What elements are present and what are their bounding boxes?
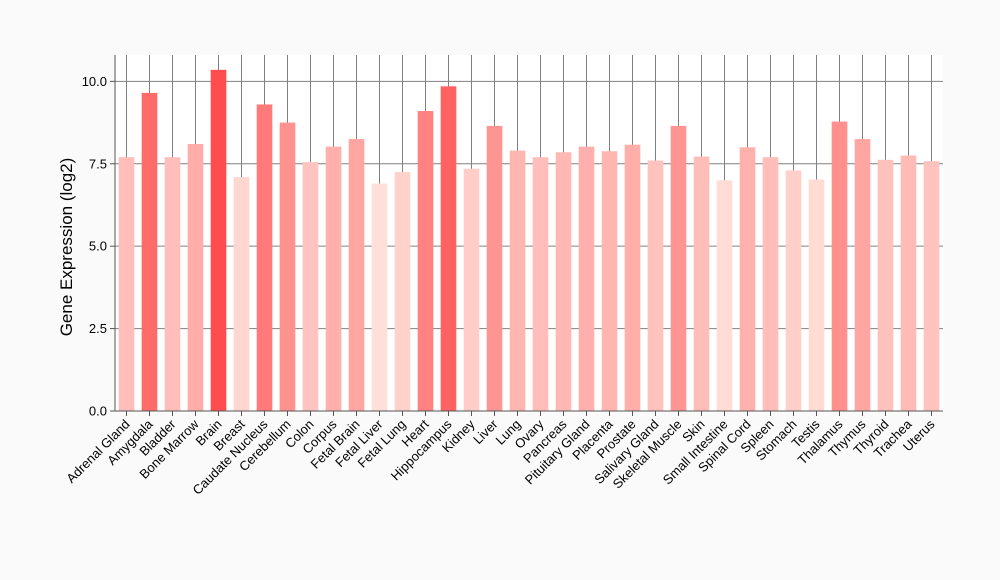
plot-background	[115, 55, 943, 411]
bar-adrenal-gland	[118, 157, 135, 411]
bar-caudate-nucleus	[256, 104, 273, 411]
bar-fetal-liver	[371, 183, 388, 411]
y-tick-label: 5.0	[89, 239, 107, 254]
bar-thyroid	[877, 159, 894, 411]
bar-bladder	[164, 157, 181, 411]
bar-uterus	[923, 161, 940, 411]
bar-fetal-brain	[348, 139, 365, 412]
y-tick-label: 10.0	[82, 74, 107, 89]
bar-hippocampus	[440, 86, 457, 411]
x-tick-label: Liver	[470, 416, 501, 447]
y-tick-label: 7.5	[89, 156, 107, 171]
bar-corpus	[325, 146, 342, 412]
bar-colon	[302, 162, 319, 411]
bar-fetal-lung	[394, 172, 411, 411]
bar-brain	[210, 69, 227, 411]
bar-bone-marrow	[187, 144, 204, 411]
bar-thalamus	[831, 121, 848, 412]
bar-pancreas	[555, 152, 572, 412]
bar-liver	[486, 125, 503, 412]
bar-prostate	[624, 144, 641, 412]
axes	[110, 55, 943, 416]
y-axis-label: Gene Expression (log2)	[57, 158, 76, 337]
bar-stomach	[785, 170, 802, 411]
bar-amygdala	[141, 92, 158, 411]
bar-trachea	[900, 155, 917, 411]
y-tick-labels: 0.0 2.5 5.0 7.5 10.0	[82, 74, 107, 419]
bar-heart	[417, 111, 434, 411]
bar-testis	[808, 179, 825, 411]
bar-thymus	[854, 139, 871, 412]
y-tick-label: 0.0	[89, 404, 107, 419]
bar-skin	[693, 156, 710, 411]
bar-small-intestine	[716, 180, 733, 411]
bar-skeletal-muscle	[670, 125, 687, 412]
y-tick-label: 2.5	[89, 321, 107, 336]
bar-kidney	[463, 168, 480, 411]
bar-ovary	[532, 157, 549, 411]
bar-pituitary-gland	[578, 146, 595, 412]
bar-spinal-cord	[739, 147, 756, 411]
bar-salivary-gland	[647, 160, 664, 411]
bar-lung	[509, 150, 526, 411]
bar-cerebellum	[279, 122, 296, 412]
bar-breast	[233, 176, 250, 411]
bar-spleen	[762, 157, 779, 411]
bars	[118, 69, 940, 412]
bar-placenta	[601, 151, 618, 412]
